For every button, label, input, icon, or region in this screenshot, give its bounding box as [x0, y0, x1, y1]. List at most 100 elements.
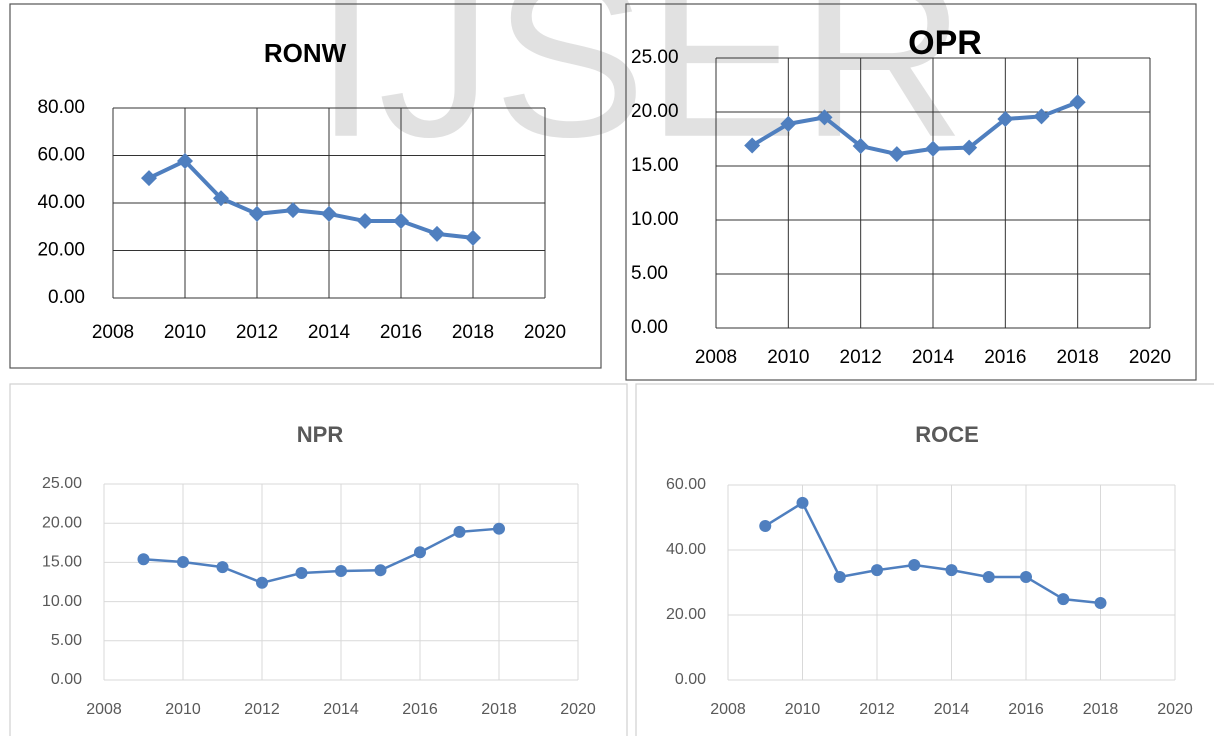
data-point: [177, 152, 193, 169]
x-tick-label: 2018: [1057, 347, 1099, 368]
y-tick-label: 15.00: [42, 554, 82, 571]
x-tick-label: 2020: [1157, 701, 1193, 718]
data-point: [453, 525, 466, 538]
data-point: [945, 564, 958, 577]
data-line: [148, 158, 474, 240]
chart-frame: [625, 3, 1197, 381]
y-tick-label: 60.00: [666, 476, 706, 493]
x-tick-label: 2008: [710, 701, 746, 718]
y-tick-label: 5.00: [631, 263, 668, 284]
x-tick-label: 2018: [452, 322, 494, 343]
x-tick-label: 2012: [244, 701, 280, 718]
chart-frame: [9, 383, 628, 736]
x-tick-label: 2012: [236, 322, 278, 343]
x-tick-label: 2018: [1083, 701, 1119, 718]
y-tick-label: 20.00: [666, 606, 706, 623]
data-point: [1033, 108, 1050, 125]
data-point: [493, 522, 505, 535]
x-tick-label: 2010: [165, 701, 201, 718]
x-tick-label: 2010: [164, 322, 206, 343]
chart-frame: [635, 383, 1214, 736]
x-tick-label: 2008: [695, 347, 737, 368]
data-point: [1020, 570, 1032, 583]
data-point: [1069, 94, 1086, 111]
data-point: [961, 139, 978, 156]
data-point: [216, 561, 229, 574]
data-line: [143, 527, 500, 585]
data-line: [751, 100, 1079, 157]
data-point: [249, 205, 265, 222]
x-tick-label: 2012: [840, 347, 882, 368]
data-point: [321, 205, 337, 222]
x-tick-label: 2010: [767, 347, 809, 368]
y-tick-label: 25.00: [631, 47, 679, 68]
data-point: [465, 229, 481, 246]
data-point: [908, 558, 921, 571]
y-tick-label: 10.00: [42, 593, 82, 610]
x-tick-label: 2016: [380, 322, 422, 343]
data-point: [852, 138, 869, 155]
x-tick-label: 2018: [481, 701, 517, 718]
data-point: [393, 213, 409, 230]
data-point: [256, 576, 268, 589]
chart-title: OPR: [908, 24, 982, 62]
data-line: [764, 501, 1101, 605]
y-tick-label: 40.00: [666, 541, 706, 558]
data-point: [137, 553, 150, 566]
data-point: [285, 202, 301, 219]
data-point: [1057, 593, 1070, 606]
data-point: [429, 225, 445, 242]
data-point: [414, 546, 426, 559]
watermark: IJSER: [314, 0, 966, 185]
x-tick-label: 2020: [560, 701, 596, 718]
y-tick-label: 10.00: [631, 209, 679, 230]
x-tick-label: 2014: [912, 347, 955, 368]
data-point: [796, 496, 809, 509]
data-point: [295, 566, 308, 579]
y-tick-label: 80.00: [37, 97, 85, 118]
data-point: [335, 565, 347, 578]
x-tick-label: 2014: [934, 701, 970, 718]
data-point: [213, 190, 229, 207]
y-tick-label: 60.00: [37, 145, 85, 166]
x-tick-label: 2012: [859, 701, 895, 718]
y-tick-label: 20.00: [37, 240, 85, 261]
chart-title: ROCE: [915, 422, 979, 447]
y-tick-label: 20.00: [631, 101, 679, 122]
y-tick-label: 15.00: [631, 155, 679, 176]
data-point: [833, 570, 846, 583]
chart-frame: [9, 3, 602, 369]
y-tick-label: 40.00: [37, 192, 85, 213]
x-tick-label: 2016: [1008, 701, 1044, 718]
y-tick-label: 25.00: [42, 475, 82, 492]
data-point: [759, 519, 772, 532]
data-point: [141, 170, 157, 187]
data-point: [871, 564, 883, 577]
x-tick-label: 2014: [323, 701, 359, 718]
x-tick-label: 2008: [92, 322, 134, 343]
data-point: [744, 137, 761, 154]
x-tick-label: 2020: [1129, 347, 1171, 368]
data-point: [925, 140, 941, 157]
data-point: [888, 146, 905, 163]
chart-title: RONW: [264, 38, 347, 68]
chart-title: NPR: [297, 422, 344, 447]
y-tick-label: 0.00: [48, 287, 85, 308]
x-tick-label: 2014: [308, 322, 351, 343]
y-tick-label: 0.00: [675, 671, 706, 688]
x-tick-label: 2016: [984, 347, 1026, 368]
data-point: [982, 570, 995, 583]
y-tick-label: 20.00: [42, 514, 82, 531]
x-tick-label: 2010: [785, 701, 821, 718]
data-point: [997, 111, 1014, 128]
x-tick-label: 2020: [524, 322, 566, 343]
data-point: [816, 109, 833, 126]
y-tick-label: 0.00: [51, 671, 82, 688]
x-tick-label: 2008: [86, 701, 122, 718]
data-point: [357, 213, 373, 230]
y-tick-label: 0.00: [631, 317, 668, 338]
y-tick-label: 5.00: [51, 632, 82, 649]
data-point: [780, 115, 797, 132]
data-point: [177, 556, 189, 569]
